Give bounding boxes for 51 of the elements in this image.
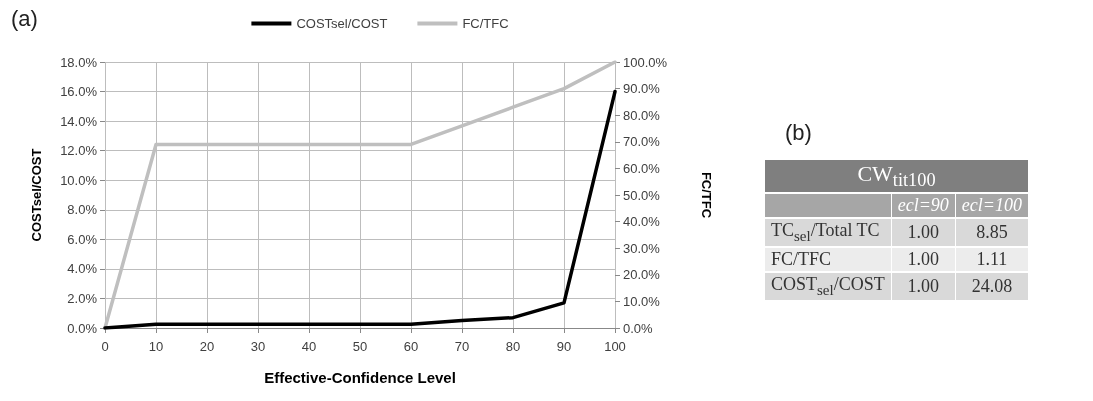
category-label: FC/TFC <box>771 248 832 269</box>
x-tick-label: 90 <box>556 339 572 354</box>
x-tick-label: 30 <box>250 339 266 354</box>
y2-tick-label: 40.0% <box>623 214 661 230</box>
category-label: TC$_{sel}$/Total TC <box>771 220 880 244</box>
y2-tick-label: 60.0% <box>623 160 661 176</box>
legend-label: FC/TFC <box>462 16 509 31</box>
y-tick-label: 0.0% <box>67 320 98 336</box>
text: 24.08 <box>971 275 1013 296</box>
text: 1.00 <box>907 222 940 243</box>
category-label: ecl=90 <box>891 193 956 219</box>
text: 1.00 <box>907 275 940 296</box>
text: 1.11 <box>976 248 1008 269</box>
y2-tick-label: 30.0% <box>623 240 661 256</box>
text: (b) <box>785 120 813 146</box>
y2-tick-label: 70.0% <box>623 134 661 150</box>
category-label: COST$_{sel}$/COST <box>771 273 885 298</box>
y-tick-label: 14.0% <box>60 113 98 129</box>
x-tick-label: 80 <box>505 339 521 354</box>
text: CW$_{tit100}$ <box>765 160 1028 194</box>
text: 8.85 <box>976 222 1008 243</box>
chart-title: (a) <box>11 5 38 31</box>
x-tick-label: 100 <box>604 339 626 354</box>
y2-tick-label: 90.0% <box>623 81 661 97</box>
x-tick-label: 50 <box>352 339 368 354</box>
x-tick-label: 70 <box>454 339 470 354</box>
text: 1.00 <box>907 248 940 269</box>
y-tick-label: 4.0% <box>67 261 98 277</box>
y-tick-label: 16.0% <box>60 84 98 100</box>
y-tick-label: 12.0% <box>60 143 98 159</box>
x-tick-label: 20 <box>199 339 215 354</box>
x-tick-label: 60 <box>403 339 419 354</box>
y2-tick-label: 20.0% <box>623 267 661 283</box>
y2-axis-title: FC/TFC <box>699 171 714 219</box>
y-tick-label: 2.0% <box>67 290 98 306</box>
x-axis-title: Effective-Confidence Level <box>264 369 456 386</box>
y-tick-label: 8.0% <box>67 202 98 218</box>
y2-tick-label: 0.0% <box>623 320 654 336</box>
x-tick-label: 0 <box>101 339 109 354</box>
y2-tick-label: 80.0% <box>623 107 661 123</box>
y-tick-label: 6.0% <box>67 231 98 247</box>
y2-tick-label: 100.0% <box>623 54 668 70</box>
category-label: ecl=100 <box>955 193 1028 219</box>
y-tick-label: 18.0% <box>60 54 98 70</box>
y2-tick-label: 10.0% <box>623 293 661 309</box>
y2-tick-label: 50.0% <box>623 187 661 203</box>
legend-label: COSTsel/COST <box>296 16 388 31</box>
x-tick-label: 40 <box>301 339 317 354</box>
x-tick-label: 10 <box>148 339 164 354</box>
y-axis-title: COSTsel/COST <box>29 148 44 242</box>
y-tick-label: 10.0% <box>60 172 98 188</box>
